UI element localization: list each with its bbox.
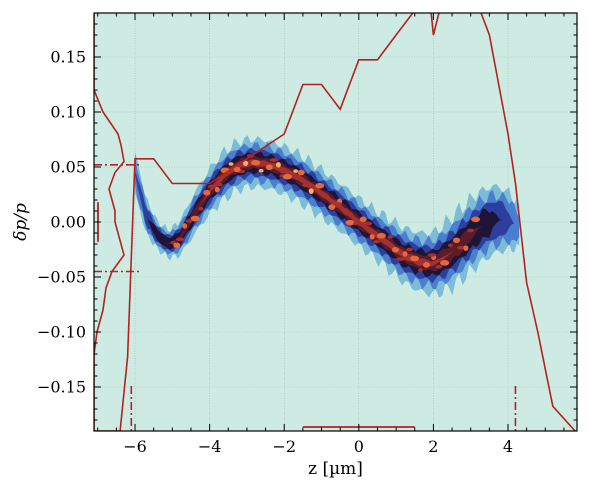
- x-axis-label: z [µm]: [308, 459, 363, 479]
- density-hotspot: [275, 162, 281, 168]
- gridlines: [94, 13, 577, 431]
- density-hotspot: [258, 168, 264, 173]
- density-hotspot: [463, 245, 469, 251]
- y-tick-label: −0.10: [37, 323, 86, 342]
- density-hotspot: [182, 223, 188, 229]
- density-hotspot: [214, 186, 220, 193]
- y-tick-labels: 0.15 0.10 0.05 0.00 −0.05 −0.10 −0.15: [37, 48, 86, 397]
- density-hotspot: [373, 239, 381, 244]
- density-hotspot: [353, 221, 359, 226]
- density-hotspot: [215, 182, 223, 187]
- density-hotspot: [308, 188, 314, 194]
- density-hotspot: [228, 162, 234, 166]
- density-hotspot: [359, 216, 367, 223]
- density-hotspot: [207, 184, 217, 189]
- density-hotspot: [198, 207, 204, 211]
- density-hotspot: [447, 243, 453, 248]
- density-hotspot: [422, 262, 430, 268]
- density-hotspot: [251, 159, 261, 166]
- density-hotspot: [185, 219, 193, 223]
- density-hotspot: [175, 237, 185, 242]
- density-hotspot: [467, 228, 475, 233]
- density-hotspot: [418, 268, 424, 272]
- y-tick-label: −0.15: [37, 378, 86, 397]
- x-tick-label: −4: [198, 437, 222, 456]
- y-tick-label: 0.10: [50, 103, 86, 122]
- density-hotspot: [173, 242, 181, 249]
- density-hotspot: [363, 221, 373, 226]
- density-hotspot: [328, 204, 336, 210]
- density-hotspot: [369, 234, 375, 240]
- y-tick-label: 0.00: [50, 213, 86, 232]
- density-hotspot: [233, 166, 241, 173]
- density-hotspot: [203, 189, 211, 196]
- density-hotspot: [282, 173, 292, 180]
- density-hotspot: [471, 216, 481, 223]
- density-hotspot: [243, 160, 249, 167]
- y-axis-label: δp/p: [11, 203, 31, 241]
- y-tick-label: −0.05: [37, 268, 86, 287]
- x-tick-label: −2: [272, 437, 296, 456]
- density-hotspot: [341, 207, 349, 212]
- axis-ticks: [94, 12, 577, 432]
- density-hotspot: [440, 260, 450, 266]
- density-hotspot: [387, 235, 393, 239]
- dp-projection-curve: [94, 13, 125, 431]
- density-hotspot: [269, 158, 279, 162]
- density-hotspot: [410, 255, 420, 262]
- y-tick-label: 0.05: [50, 158, 86, 177]
- density-hotspot: [333, 202, 343, 206]
- density-hotspot: [293, 169, 299, 173]
- x-tick-labels: −6 −4 −2 0 2 4: [123, 437, 513, 456]
- density-hotspot: [190, 215, 200, 222]
- density-hotspot: [402, 251, 408, 257]
- y-tick-label: 0.15: [50, 48, 86, 67]
- density-hotspot: [452, 237, 460, 244]
- x-tick-label: −6: [123, 437, 147, 456]
- phase-space-density: [135, 135, 520, 298]
- density-hotspot: [435, 265, 443, 269]
- density-hotspot: [395, 257, 405, 261]
- density-hotspot: [323, 195, 329, 199]
- x-tick-label: 2: [428, 437, 438, 456]
- density-hotspot: [427, 253, 437, 257]
- density-hotspot: [406, 247, 414, 252]
- x-tick-label: 4: [503, 437, 513, 456]
- density-hotspot: [301, 183, 311, 188]
- z-projection-curve: [94, 13, 576, 431]
- density-contour-level: [135, 147, 520, 284]
- x-tick-label: 0: [354, 437, 364, 456]
- density-hotspot: [297, 169, 305, 176]
- density-hotspot: [315, 182, 325, 189]
- density-hotspot: [265, 164, 273, 171]
- density-hotspot: [391, 246, 399, 253]
- density-hotspot: [345, 219, 355, 226]
- density-hotspot: [376, 232, 386, 239]
